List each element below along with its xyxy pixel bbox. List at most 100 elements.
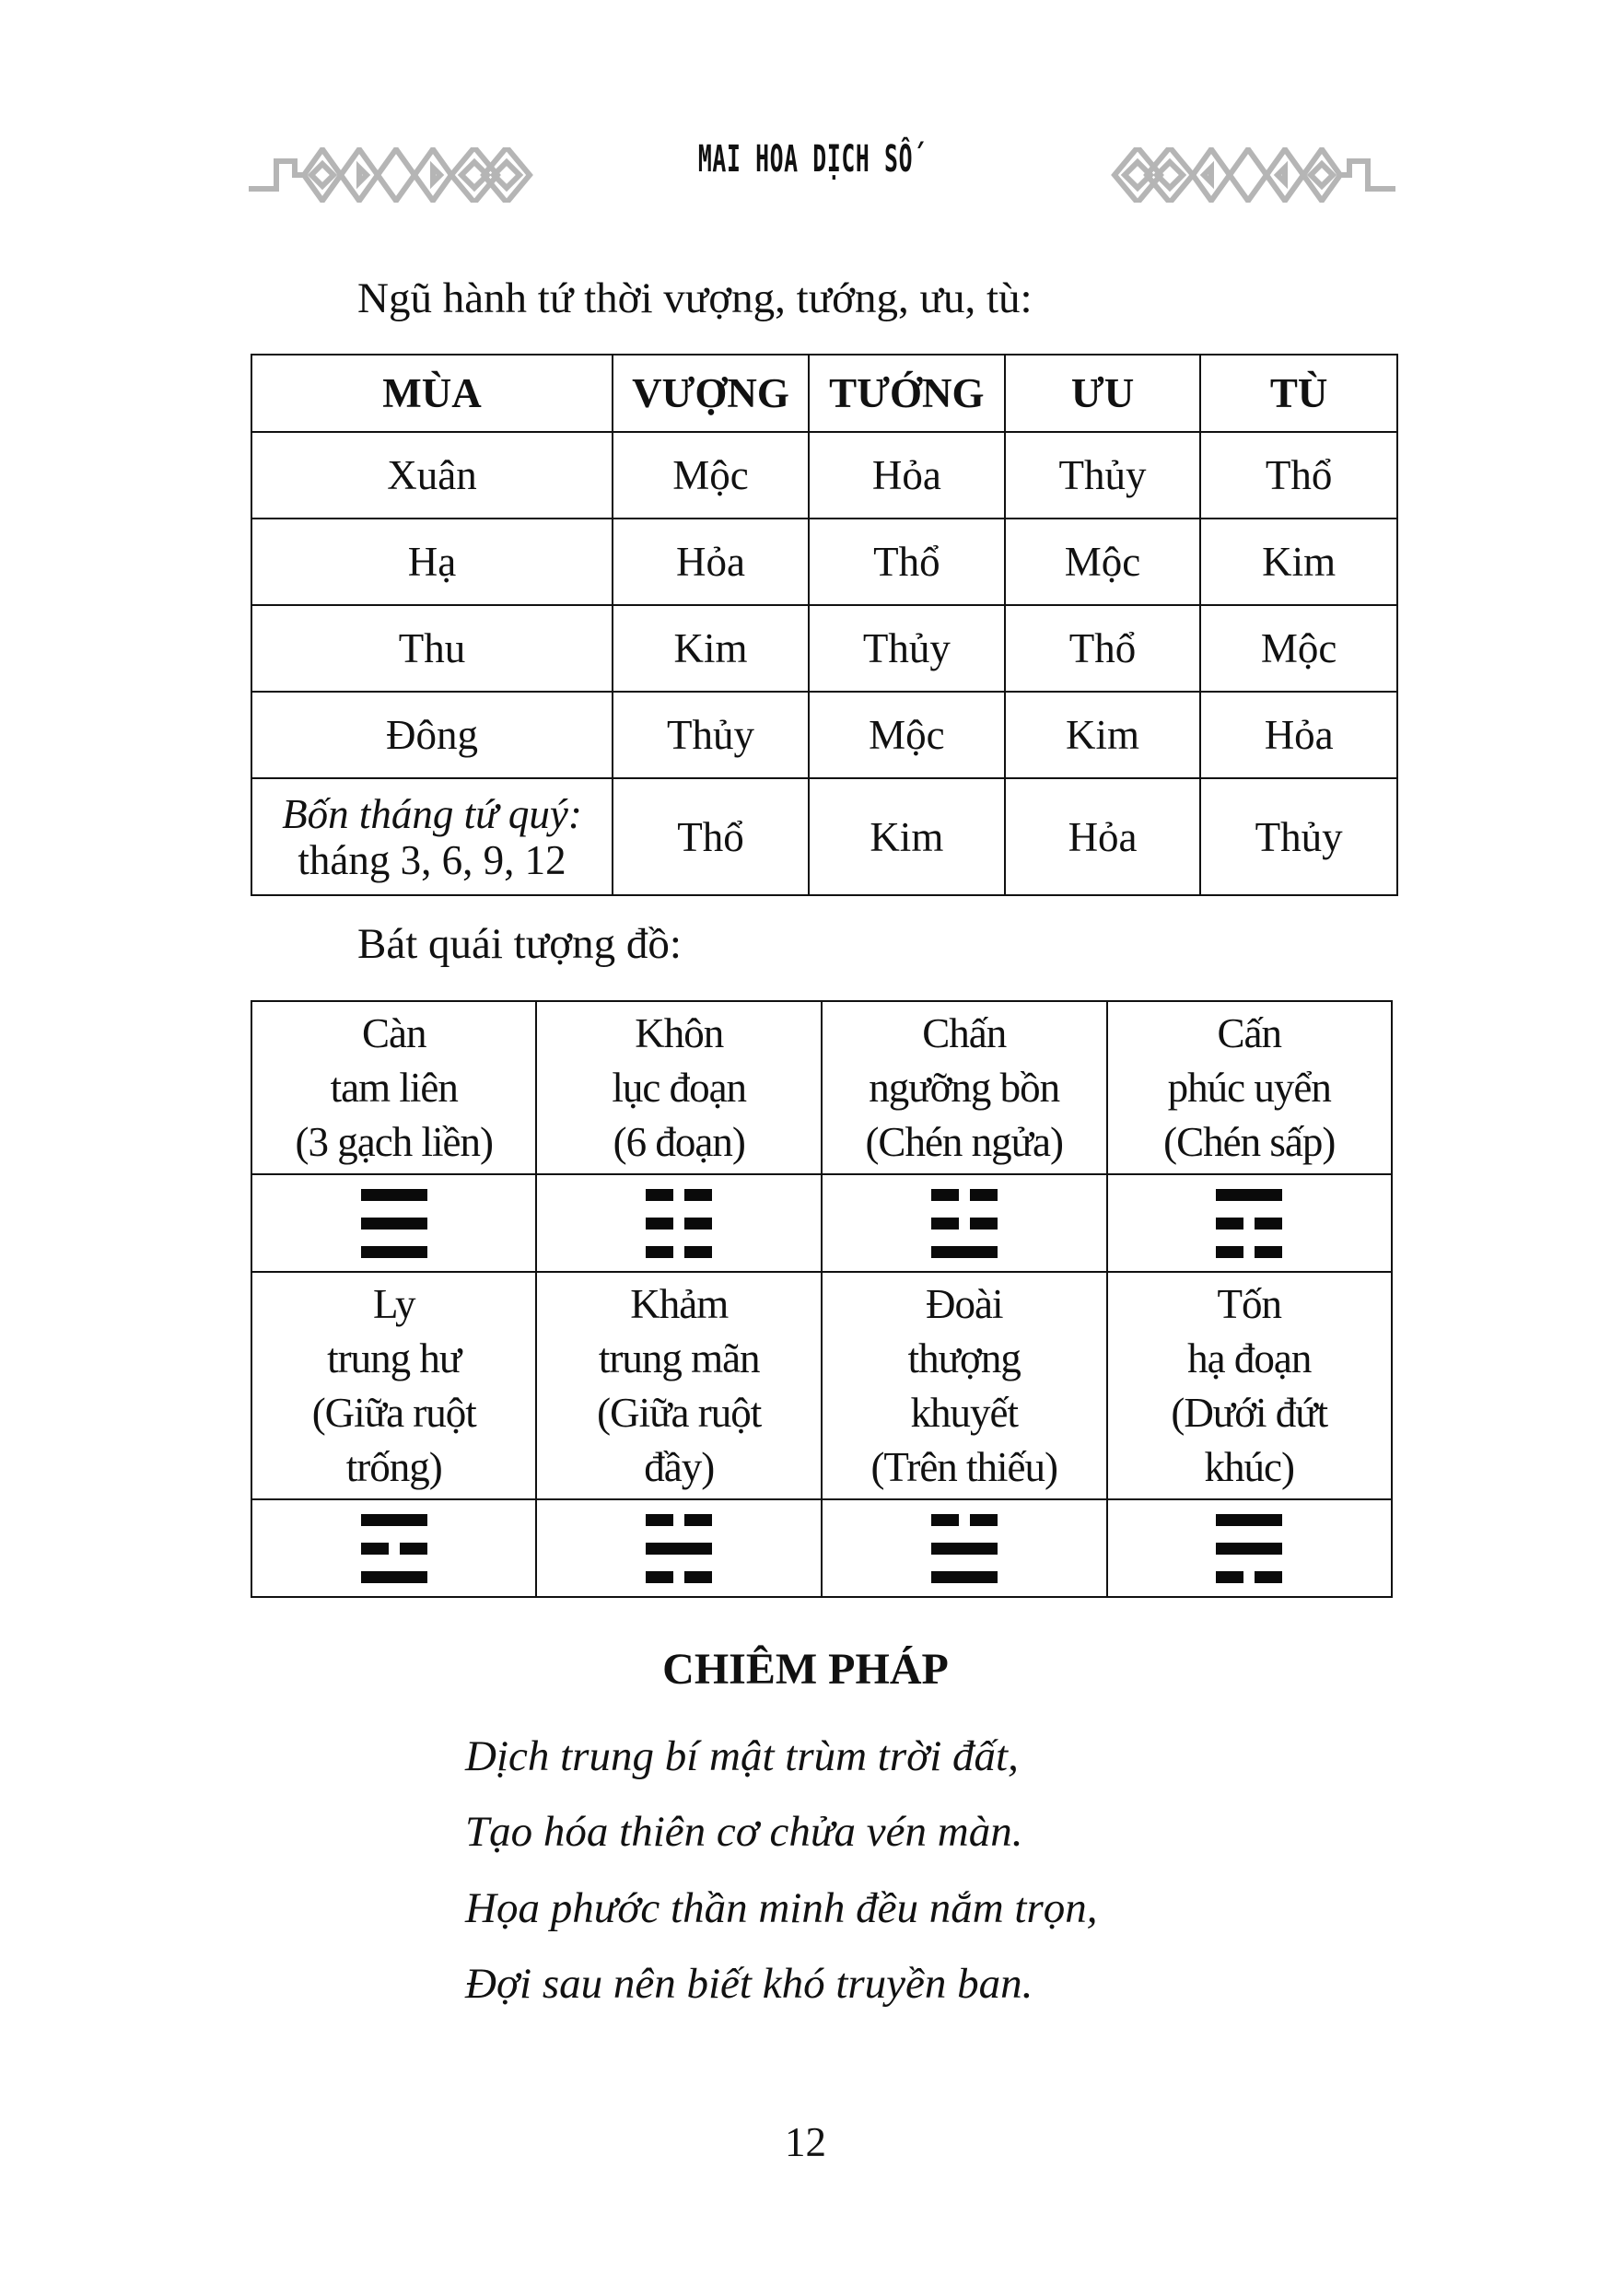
solid-line — [1216, 1188, 1283, 1201]
column-header: TƯỚNG — [807, 354, 1006, 433]
running-title: MAI HOA DỊCH SỐ — [697, 138, 914, 181]
poem-line: Dịch trung bí mật trùm trời đất, — [465, 1732, 1019, 1780]
trigram-label: Bát quái tượng đồ: — [357, 920, 682, 968]
broken-line — [1216, 1217, 1283, 1230]
broken-line — [646, 1570, 713, 1583]
table-cell: Hỏa — [807, 431, 1006, 519]
solid-line — [360, 1245, 427, 1258]
table-cell: Thủy — [1003, 431, 1202, 519]
trigram-icon — [930, 1513, 998, 1583]
season-cell: Thu — [250, 604, 614, 693]
broken-line — [1216, 1245, 1283, 1258]
table-cell: Kim — [1003, 691, 1202, 779]
broken-line — [646, 1188, 713, 1201]
trigram-symbol-cell — [535, 1498, 823, 1598]
solid-line — [646, 1542, 713, 1555]
trigram-name-line: (Trên thiếu) — [870, 1443, 1058, 1490]
broken-line — [360, 1542, 427, 1555]
trigram-icon — [360, 1188, 427, 1258]
trigram-symbol-cell — [1105, 1173, 1393, 1273]
trigram-name-line: trống) — [345, 1443, 443, 1490]
trigram-name-cell: Khảm trung mãn (Giữa ruột đầy) — [535, 1271, 823, 1500]
table-cell: Thủy — [807, 604, 1006, 693]
section-heading: CHIÊM PHÁP — [662, 1645, 949, 1694]
trigram-name-line: (Chén sấp) — [1163, 1118, 1336, 1165]
trigram-name-cell: Ly trung hư (Giữa ruột trống) — [250, 1271, 538, 1500]
table-row: Đông Thủy Mộc Kim Hỏa — [250, 691, 1398, 779]
table-cell: Mộc — [1003, 518, 1202, 606]
poem-line: Đợi sau nên biết khó truyền ban. — [465, 1960, 1033, 2008]
trigram-name-cell: Cấn phúc uyển (Chén sấp) — [1105, 1000, 1393, 1175]
broken-line — [930, 1188, 998, 1201]
season-cell: Đông — [250, 691, 614, 779]
trigram-symbol-cell — [820, 1498, 1108, 1598]
table-cell: Thủy — [1199, 777, 1398, 896]
table-cell: Hỏa — [1003, 777, 1202, 896]
trigram-name-line: thượng — [907, 1334, 1021, 1381]
column-header: TÙ — [1199, 354, 1398, 433]
table-cell: Hỏa — [612, 518, 810, 606]
broken-line — [930, 1217, 998, 1230]
left-ornament — [249, 147, 533, 203]
season-sub-text: tháng 3, 6, 9, 12 — [298, 836, 566, 883]
table-cell: Thổ — [612, 777, 810, 896]
trigram-symbol-row — [250, 1498, 1393, 1598]
trigram-symbol-cell — [535, 1173, 823, 1273]
trigram-icon — [1216, 1513, 1283, 1583]
table-cell: Kim — [1199, 518, 1398, 606]
table-cell: Kim — [612, 604, 810, 693]
trigram-name-line: tam liên — [330, 1064, 459, 1111]
solid-line — [930, 1570, 998, 1583]
poem-line: Tạo hóa thiên cơ chửa vén màn. — [465, 1808, 1023, 1856]
trigram-name-line: (Chén ngửa) — [865, 1118, 1064, 1165]
table-cell: Thổ — [1003, 604, 1202, 693]
trigram-name-line: (6 đoạn) — [613, 1118, 746, 1165]
solid-line — [930, 1542, 998, 1555]
trigram-icon — [360, 1513, 427, 1583]
poem-line: Họa phước thần minh đều nắm trọn, — [465, 1884, 1098, 1932]
solid-line — [360, 1217, 427, 1230]
trigram-name-cell: Tốn hạ đoạn (Dưới đứt khúc) — [1105, 1271, 1393, 1500]
table-cell: Thổ — [807, 518, 1006, 606]
table-row: Xuân Mộc Hỏa Thủy Thổ — [250, 431, 1398, 519]
solid-line — [360, 1513, 427, 1526]
broken-line — [646, 1217, 713, 1230]
trigram-symbol-cell — [820, 1173, 1108, 1273]
broken-line — [930, 1513, 998, 1526]
trigram-name-line: hạ đoạn — [1187, 1334, 1312, 1381]
solid-line — [1216, 1542, 1283, 1555]
solid-line — [930, 1245, 998, 1258]
table-cell: Thổ — [1199, 431, 1398, 519]
column-header: MÙA — [250, 354, 614, 433]
trigram-name-line: đầy) — [644, 1443, 715, 1490]
trigram-name-line: Chấn — [922, 1009, 1007, 1056]
trigram-name-line: Ly — [372, 1280, 416, 1327]
trigram-name-cell: Đoài thượng khuyết (Trên thiếu) — [820, 1271, 1108, 1500]
season-cell: Hạ — [250, 518, 614, 606]
trigram-name-cell: Chấn ngưỡng bồn (Chén ngửa) — [820, 1000, 1108, 1175]
trigram-name-line: Khảm — [630, 1280, 729, 1327]
table-cell: Thủy — [612, 691, 810, 779]
trigram-symbol-cell — [250, 1498, 538, 1598]
trigram-name-line: Càn — [361, 1009, 427, 1056]
table-cell: Mộc — [612, 431, 810, 519]
trigram-name-line: (Dưới đứt — [1171, 1389, 1328, 1436]
table-cell: Kim — [807, 777, 1006, 896]
season-cell: Bốn tháng tứ quý: tháng 3, 6, 9, 12 — [250, 777, 614, 896]
broken-line — [1216, 1570, 1283, 1583]
trigram-name-cell: Khôn lục đoạn (6 đoạn) — [535, 1000, 823, 1175]
right-ornament — [1111, 147, 1395, 203]
trigram-name-line: Cấn — [1217, 1009, 1282, 1056]
season-italic-text: Bốn tháng tứ quý: — [282, 790, 582, 837]
trigram-name-line: Khôn — [635, 1009, 724, 1056]
trigram-symbol-cell — [250, 1173, 538, 1273]
trigram-symbol-row — [250, 1173, 1393, 1273]
trigram-table: Càn tam liên (3 gạch liền) Khôn lục đoạn (6 đ… — [250, 1000, 1393, 1598]
column-header: ƯU — [1003, 354, 1202, 433]
trigram-name-row: Càn tam liên (3 gạch liền) Khôn lục đoạn (6 đ… — [250, 1000, 1393, 1175]
table-row: Hạ Hỏa Thổ Mộc Kim — [250, 518, 1398, 606]
trigram-name-line: (3 gạch liền) — [295, 1118, 494, 1165]
trigram-name-line: khúc) — [1204, 1443, 1295, 1490]
trigram-name-row: Ly trung hư (Giữa ruột trống) Khảm trung mãn (… — [250, 1271, 1393, 1500]
trigram-name-line: lục đoạn — [612, 1064, 747, 1111]
